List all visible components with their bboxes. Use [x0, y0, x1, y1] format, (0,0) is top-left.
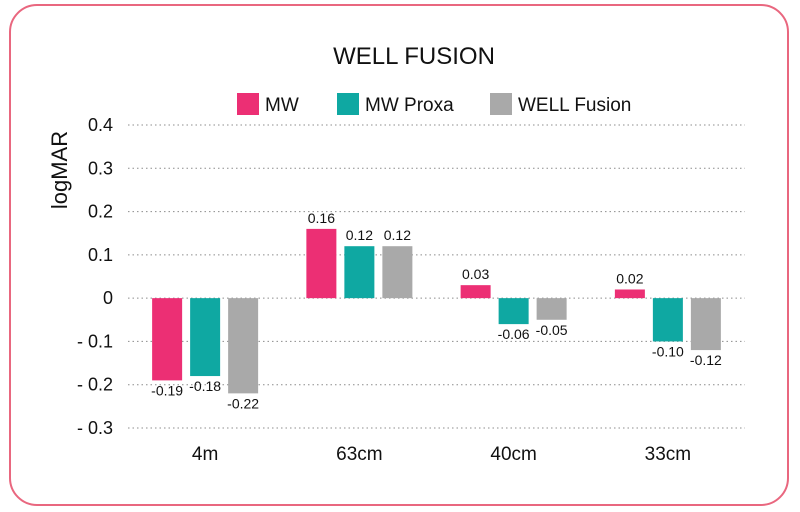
y-tick-label: 0.4 [88, 115, 113, 135]
legend-label: MW [265, 95, 299, 116]
data-label: -0.06 [498, 326, 530, 342]
y-tick-label: - 0.3 [77, 418, 113, 438]
legend-label: MW Proxa [365, 95, 454, 116]
bar-mw [614, 289, 645, 299]
bar-well-fusion [690, 298, 721, 351]
bar-well-fusion [382, 246, 413, 299]
legend: MW MW Proxa WELL Fusion [237, 93, 631, 116]
x-tick-label: 40cm [490, 444, 536, 465]
bars [152, 228, 721, 394]
y-tick-label: 0.1 [88, 245, 113, 265]
data-label: -0.10 [652, 343, 684, 359]
bar-mw [460, 285, 491, 299]
y-tick-label: 0 [103, 288, 113, 308]
y-axis-label: logMAR [47, 131, 72, 209]
bar-well-fusion [536, 298, 567, 320]
legend-swatch [490, 93, 512, 115]
data-label: 0.02 [616, 270, 643, 286]
bar-mw-proxa [498, 298, 529, 325]
y-axis-ticks: 0.4 0.3 0.2 0.1 0 - 0.1 - 0.2 - 0.3 [77, 115, 113, 438]
x-axis-ticks: 4m 63cm 40cm 33cm [192, 444, 691, 465]
x-tick-label: 63cm [336, 444, 382, 465]
bar-mw [306, 228, 337, 299]
y-tick-label: 0.2 [88, 202, 113, 222]
chart-title: WELL FUSION [333, 43, 495, 70]
legend-swatch [237, 93, 259, 115]
data-label: 0.03 [462, 266, 489, 282]
data-label: -0.19 [151, 382, 183, 398]
legend-swatch [337, 93, 359, 115]
bar-mw [152, 298, 183, 381]
bar-mw-proxa [344, 246, 375, 299]
y-tick-label: - 0.2 [77, 375, 113, 395]
data-label: 0.16 [308, 210, 335, 226]
bar-mw-proxa [190, 298, 221, 377]
x-tick-label: 4m [192, 444, 218, 465]
legend-label: WELL Fusion [518, 95, 631, 116]
y-tick-label: - 0.1 [77, 331, 113, 351]
data-labels: -0.19 -0.18 -0.22 0.16 0.12 0.12 0.03 -0.06 -0.0… [151, 210, 722, 411]
data-label: -0.22 [227, 395, 259, 411]
data-label: -0.05 [536, 322, 568, 338]
bar-mw-proxa [652, 298, 683, 342]
data-label: -0.18 [189, 378, 221, 394]
bar-well-fusion [228, 298, 259, 394]
x-tick-label: 33cm [645, 444, 691, 465]
data-label: -0.12 [690, 352, 722, 368]
y-tick-label: 0.3 [88, 158, 113, 178]
data-label: 0.12 [384, 227, 411, 243]
data-label: 0.12 [346, 227, 373, 243]
